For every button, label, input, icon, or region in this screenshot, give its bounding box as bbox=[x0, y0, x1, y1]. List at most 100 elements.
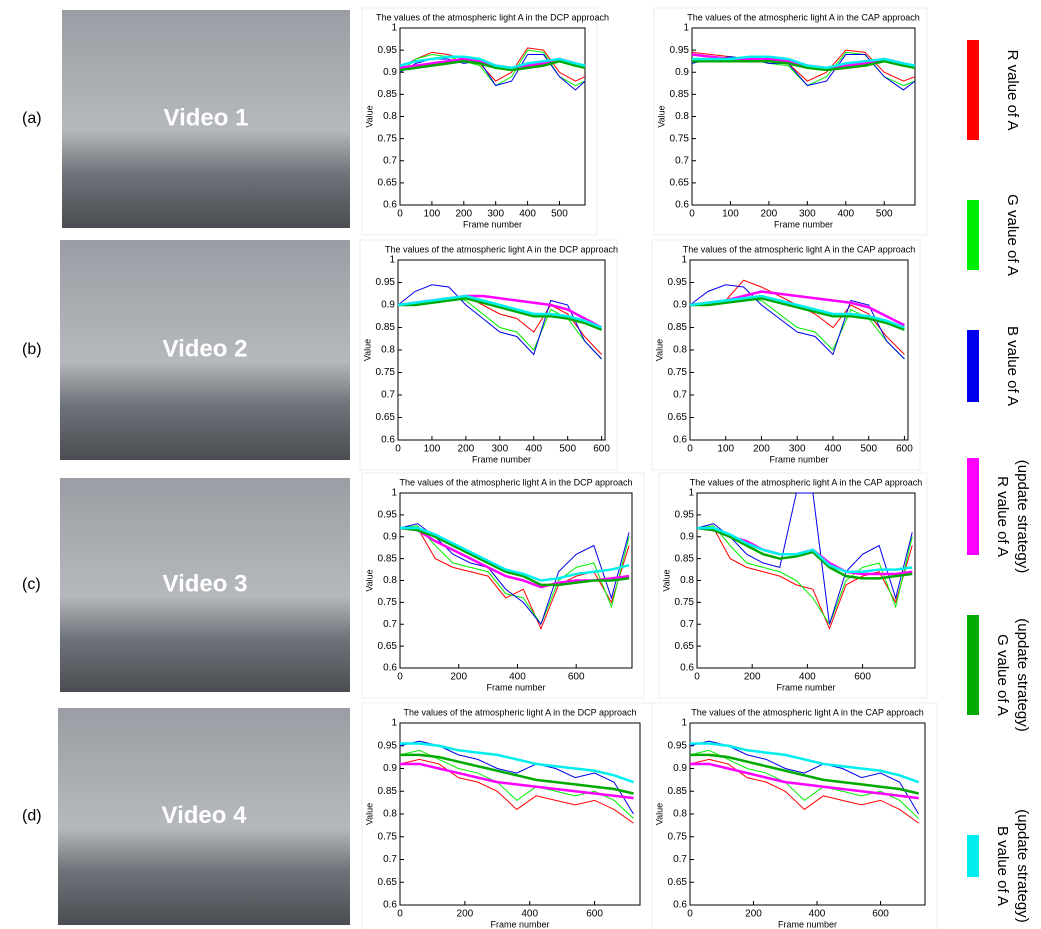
video-label: Video 2 bbox=[163, 335, 248, 362]
x-tick-label: 500 bbox=[860, 444, 877, 455]
video-label: Video 4 bbox=[162, 802, 248, 829]
y-axis-label: Value bbox=[364, 803, 374, 825]
y-tick-label: 0.8 bbox=[673, 809, 687, 820]
y-tick-label: 0.65 bbox=[670, 178, 690, 189]
legend-swatch bbox=[967, 330, 979, 402]
x-axis-label: Frame number bbox=[778, 919, 837, 929]
chart-background bbox=[654, 8, 927, 235]
y-tick-label: 0.6 bbox=[673, 435, 687, 446]
x-axis-label: Frame number bbox=[472, 454, 531, 464]
y-tick-label: 0.8 bbox=[383, 575, 397, 586]
x-tick-label: 400 bbox=[809, 909, 826, 920]
x-tick-label: 0 bbox=[397, 209, 403, 220]
y-tick-label: 0.6 bbox=[673, 900, 687, 911]
x-tick-label: 200 bbox=[450, 672, 467, 683]
y-tick-label: 0.75 bbox=[675, 597, 695, 608]
y-tick-label: 0.85 bbox=[668, 786, 688, 797]
x-tick-label: 600 bbox=[872, 909, 889, 920]
y-tick-label: 0.9 bbox=[675, 67, 689, 78]
y-tick-label: 0.8 bbox=[381, 345, 395, 356]
x-tick-label: 600 bbox=[568, 672, 585, 683]
x-tick-label: 400 bbox=[825, 444, 842, 455]
chart-title: The values of the atmospheric light A in… bbox=[690, 477, 922, 487]
y-tick-label: 0.75 bbox=[668, 831, 688, 842]
x-tick-label: 0 bbox=[687, 444, 693, 455]
x-tick-label: 200 bbox=[458, 444, 475, 455]
chart-title: The values of the atmospheric light A in… bbox=[385, 244, 618, 254]
row-label: (c) bbox=[22, 576, 41, 593]
y-tick-label: 0.95 bbox=[378, 45, 398, 56]
chart-title: The values of the atmospheric light A in… bbox=[683, 244, 915, 254]
x-tick-label: 0 bbox=[689, 209, 695, 220]
y-tick-label: 0.7 bbox=[383, 854, 397, 865]
legend-label: (update strategy) bbox=[1014, 618, 1031, 731]
y-tick-label: 0.9 bbox=[383, 531, 397, 542]
y-tick-label: 0.7 bbox=[383, 619, 397, 630]
x-tick-label: 200 bbox=[455, 209, 472, 220]
x-tick-label: 600 bbox=[586, 909, 603, 920]
row-label: (a) bbox=[22, 110, 42, 127]
y-tick-label: 0.95 bbox=[668, 740, 688, 751]
video-label: Video 1 bbox=[164, 104, 249, 131]
y-axis-label: Value bbox=[654, 803, 664, 825]
y-axis-label: Value bbox=[654, 339, 664, 361]
chart-background bbox=[360, 240, 617, 470]
y-tick-label: 1 bbox=[391, 488, 397, 499]
y-tick-label: 0.85 bbox=[378, 553, 398, 564]
chart-background bbox=[362, 8, 597, 235]
y-tick-label: 0.8 bbox=[675, 111, 689, 122]
x-tick-label: 300 bbox=[789, 444, 806, 455]
y-tick-label: 0.85 bbox=[378, 89, 398, 100]
x-axis-label: Frame number bbox=[776, 682, 835, 692]
chart-title: The values of the atmospheric light A in… bbox=[691, 707, 923, 717]
legend-label: B value of A bbox=[1004, 326, 1021, 406]
y-tick-label: 0.95 bbox=[378, 740, 398, 751]
y-tick-label: 0.85 bbox=[668, 322, 688, 333]
x-axis-label: Frame number bbox=[463, 219, 522, 229]
y-tick-label: 0.6 bbox=[381, 435, 395, 446]
x-tick-label: 300 bbox=[799, 209, 816, 220]
y-tick-label: 0.65 bbox=[378, 178, 398, 189]
x-tick-label: 100 bbox=[424, 444, 441, 455]
x-tick-label: 400 bbox=[837, 209, 854, 220]
legend-swatch bbox=[967, 40, 979, 140]
x-tick-label: 200 bbox=[753, 444, 770, 455]
y-tick-label: 0.95 bbox=[376, 277, 396, 288]
y-tick-label: 1 bbox=[688, 488, 694, 499]
y-tick-label: 0.75 bbox=[378, 831, 398, 842]
y-tick-label: 1 bbox=[681, 255, 687, 266]
y-tick-label: 0.95 bbox=[670, 45, 690, 56]
y-tick-label: 1 bbox=[389, 255, 395, 266]
x-tick-label: 0 bbox=[694, 672, 700, 683]
legend-swatch bbox=[967, 458, 979, 555]
x-tick-label: 400 bbox=[521, 909, 538, 920]
x-tick-label: 0 bbox=[395, 444, 401, 455]
x-tick-label: 500 bbox=[876, 209, 893, 220]
y-tick-label: 0.8 bbox=[680, 575, 694, 586]
y-tick-label: 1 bbox=[681, 718, 687, 729]
legend-label: (update strategy) bbox=[1014, 460, 1031, 573]
y-tick-label: 0.75 bbox=[668, 367, 688, 378]
y-tick-label: 0.6 bbox=[680, 663, 694, 674]
chart-background bbox=[652, 240, 920, 470]
legend-label: B value of A bbox=[994, 826, 1011, 906]
y-tick-label: 0.75 bbox=[670, 133, 690, 144]
figure: (a)Video 1(b)Video 2(c)Video 3(d)Video 4… bbox=[0, 0, 1041, 929]
y-axis-label: Value bbox=[656, 105, 666, 127]
row-label: (d) bbox=[22, 808, 42, 825]
y-tick-label: 0.95 bbox=[378, 510, 398, 521]
y-tick-label: 0.95 bbox=[675, 510, 695, 521]
chart-background bbox=[362, 703, 652, 929]
y-tick-label: 0.65 bbox=[668, 412, 688, 423]
y-tick-label: 0.6 bbox=[383, 663, 397, 674]
x-tick-label: 0 bbox=[397, 672, 403, 683]
y-tick-label: 0.75 bbox=[376, 367, 396, 378]
y-tick-label: 0.7 bbox=[383, 155, 397, 166]
y-tick-label: 0.65 bbox=[675, 641, 695, 652]
chart-title: The values of the atmospheric light A in… bbox=[376, 12, 609, 22]
legend-swatch bbox=[967, 200, 979, 270]
y-tick-label: 0.7 bbox=[675, 155, 689, 166]
y-tick-label: 0.7 bbox=[673, 854, 687, 865]
x-axis-label: Frame number bbox=[486, 682, 545, 692]
y-tick-label: 0.65 bbox=[376, 412, 396, 423]
